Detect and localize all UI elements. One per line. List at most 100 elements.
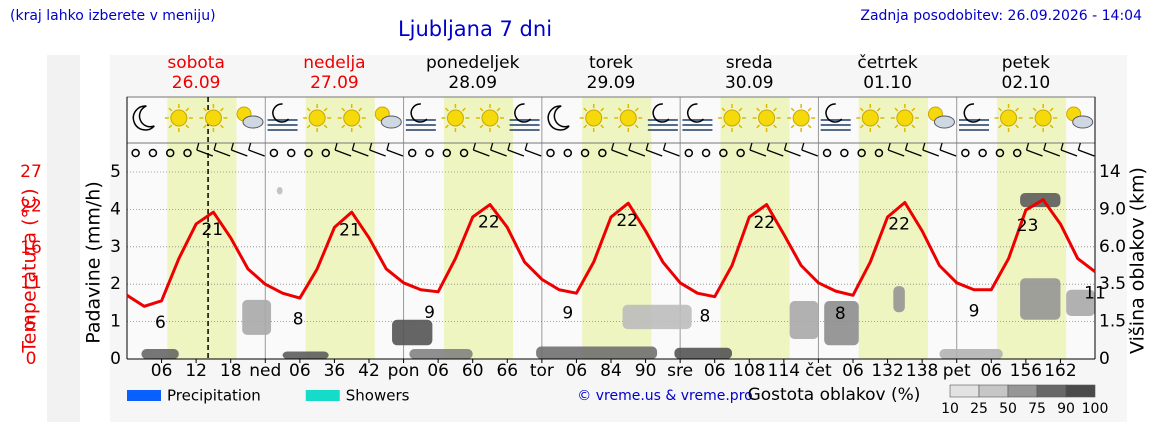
calm-wind [580,148,590,158]
calm-wind [1012,148,1022,158]
sun-ray [461,107,466,112]
y2-tick-label: 6.0 [1099,237,1126,257]
density-tick-label: 10 [941,401,959,417]
temp-extreme-label: 6 [155,313,166,333]
sun-ray [1049,107,1054,112]
wind-barb [645,142,649,151]
cloud [536,346,658,359]
moon-icon [963,103,981,123]
calm-wind [736,148,745,158]
note: (kraj lahko izberete v meniju) [10,8,216,24]
daylight-band [443,97,514,359]
density-box [1065,384,1096,398]
x-tick-label: 06 [704,361,726,381]
calm-wind [719,148,728,158]
temp-extreme-label: 22 [478,212,500,232]
wind-barb [749,142,753,151]
daylight-band [720,97,790,359]
wind-barb [905,149,922,157]
day-name: četrtek [857,53,918,73]
day-date: 02.10 [1002,73,1051,93]
wind-barb [196,149,214,157]
sun-icon [481,109,499,127]
sun-ray [461,124,466,129]
temp-extreme-label: 8 [835,304,846,324]
wind-barb [628,142,632,151]
cloud [392,319,433,346]
wind-barb [887,142,891,151]
cloud [1066,289,1095,316]
temp-tick-label: 22 [20,197,42,217]
sun-ray [341,107,346,112]
cloud [789,301,819,340]
sun-ray [496,107,501,112]
sun-ray [859,124,864,129]
day-name: sreda [726,53,773,73]
wind-barb [1026,149,1043,157]
sun-ray [790,107,795,112]
sun-ray [185,107,190,112]
cloud [282,351,329,359]
x-tick-label: 06 [289,361,311,381]
wind-barb [766,149,784,157]
temp-axis-title: Temperatura (°C) [19,188,41,353]
moon-icon [687,103,704,123]
calm-wind [840,148,849,158]
temp-tick-label: 16 [20,238,42,258]
sun-ray [617,107,622,112]
x-tick-label: 12 [185,361,207,381]
cloud [141,349,179,359]
wind-barb [783,142,788,151]
sun-ray [894,124,899,129]
wind-barb [369,149,386,157]
x-tick-label: 06 [566,361,588,381]
temp-extreme-label: 9 [969,302,980,322]
x-tick-label: 42 [358,361,380,381]
cloud-icon [1072,115,1094,129]
sun-ray [773,107,778,112]
sun-ray [756,124,761,129]
chart-title: Ljubljana 7 dni [398,17,552,41]
temperature-line [126,198,1096,308]
daylight-band [858,97,928,359]
temp-tick-label: 0 [26,349,37,369]
calm-wind [598,148,607,158]
day-name: ponedeljek [426,53,520,73]
sun-ray [876,124,881,129]
sun-ray [911,124,916,129]
day-date: 01.10 [863,73,912,93]
sun-ray [600,107,605,112]
density-tick-label: 75 [1028,401,1046,417]
x-tick-label: 60 [462,361,484,381]
day-name: torek [589,53,633,73]
wind-barb [939,149,957,157]
wind-barb [386,149,404,157]
wind-barb [196,142,200,151]
moon-icon [652,103,670,123]
wind-barb [939,142,943,151]
legend-label: Showers [346,387,410,405]
sun-icon [446,109,464,127]
x-tick-label: 06 [427,361,449,381]
y-axis-title: Padavine (mm/h) [83,181,105,344]
x-tick-label: 138 [906,361,938,381]
calm-wind [286,148,296,158]
sun-ray [773,124,778,129]
wind-barb [1077,142,1081,151]
wind-barb [662,142,667,151]
sun-ray [185,124,190,129]
wind-barb [628,149,646,157]
day-name: sobota [167,53,225,73]
cloud-icon [380,115,402,129]
wind-barb [1060,142,1064,151]
wind-barb [611,142,615,151]
wind-barb [248,142,252,151]
wind-barb [213,142,217,151]
calm-wind [131,148,140,158]
calm-wind [995,148,1005,158]
calm-wind [183,148,192,158]
sun-ray [202,107,207,112]
calm-wind [407,148,417,158]
sun-ray [358,124,363,129]
sun-ray [479,124,484,129]
